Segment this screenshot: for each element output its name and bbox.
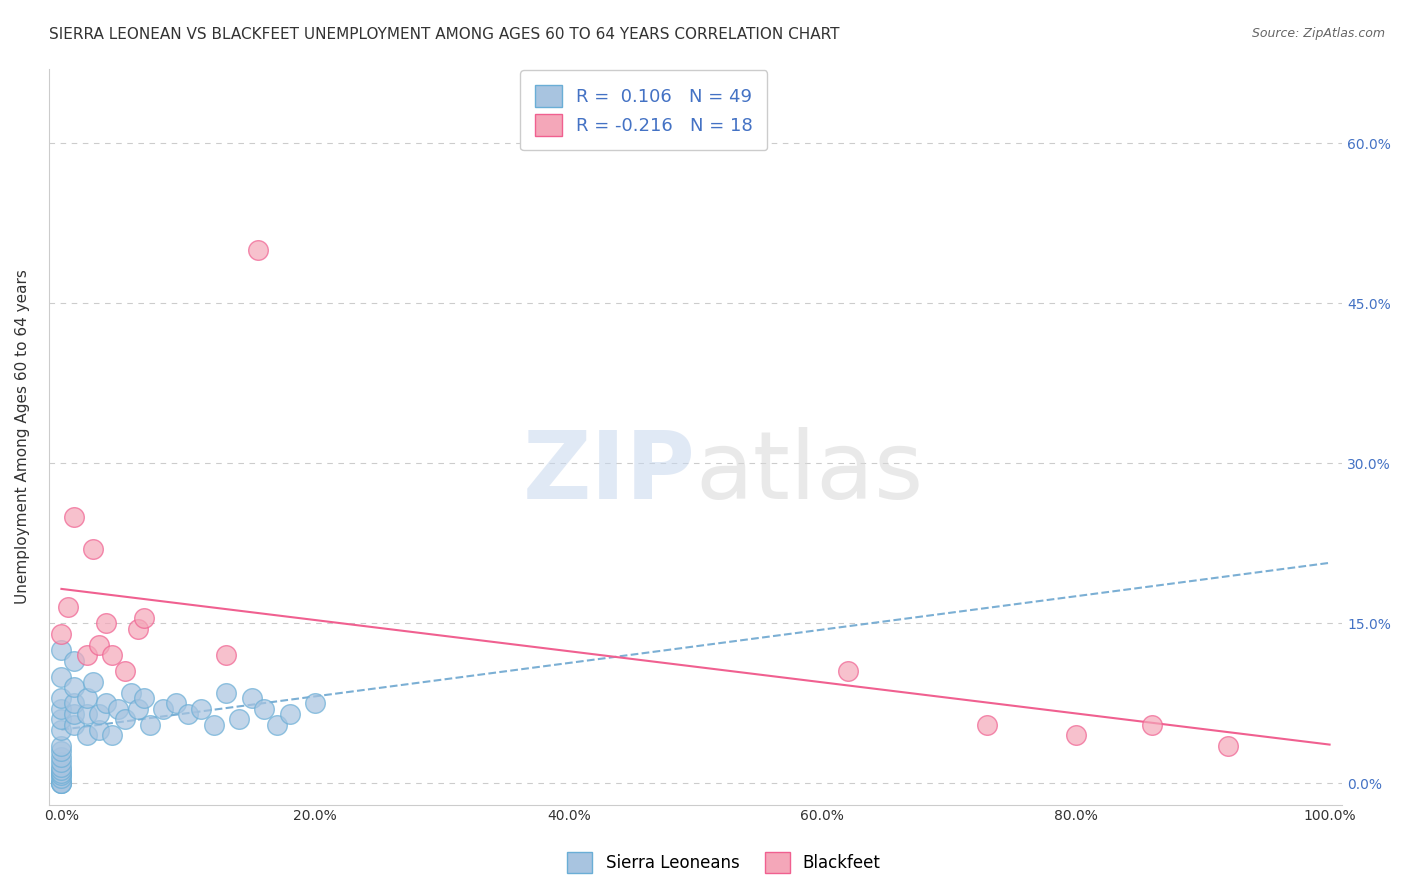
Point (51, 739, 73, 753)
Point (127, 622, 149, 636)
Point (976, 717, 998, 731)
Text: atlas: atlas (696, 427, 924, 519)
Point (94, 696, 117, 710)
Point (51, 768, 73, 782)
Legend: Sierra Leoneans, Blackfeet: Sierra Leoneans, Blackfeet (561, 846, 887, 880)
Point (51, 744, 73, 758)
Point (82, 675, 104, 690)
Point (837, 665, 859, 679)
Point (51, 776, 73, 790)
Point (76, 728, 98, 742)
Point (152, 701, 174, 715)
Text: ZIP: ZIP (523, 427, 696, 519)
Point (51, 776, 73, 790)
Point (51, 643, 73, 657)
Point (51, 712, 73, 726)
Point (114, 712, 136, 726)
Point (127, 701, 149, 715)
Point (228, 712, 250, 726)
Point (89, 723, 111, 737)
Point (51, 723, 73, 737)
Point (51, 771, 73, 785)
Legend: R =  0.106   N = 49, R = -0.216   N = 18: R = 0.106 N = 49, R = -0.216 N = 18 (520, 70, 768, 151)
Point (63, 717, 86, 731)
Point (101, 728, 124, 742)
Point (76, 690, 98, 705)
Point (132, 611, 155, 625)
Point (82, 541, 104, 556)
Point (253, 701, 276, 715)
Point (1216, 739, 1239, 753)
Point (51, 776, 73, 790)
Point (51, 670, 73, 684)
Point (177, 706, 200, 721)
Point (240, 690, 263, 705)
Point (51, 749, 73, 764)
Point (132, 690, 155, 705)
Point (51, 755, 73, 769)
Point (215, 648, 238, 663)
Point (107, 701, 129, 715)
Point (202, 717, 225, 731)
Point (63, 654, 86, 668)
Point (63, 706, 86, 721)
Point (1140, 717, 1163, 731)
Point (304, 696, 326, 710)
Point (89, 706, 111, 721)
Point (76, 706, 98, 721)
Point (278, 706, 301, 721)
Point (63, 509, 86, 524)
Point (165, 696, 187, 710)
Point (215, 685, 238, 699)
Point (51, 765, 73, 780)
Point (94, 616, 117, 631)
Point (246, 243, 269, 257)
Point (76, 648, 98, 663)
Text: Source: ZipAtlas.com: Source: ZipAtlas.com (1251, 27, 1385, 40)
Text: SIERRA LEONEAN VS BLACKFEET UNEMPLOYMENT AMONG AGES 60 TO 64 YEARS CORRELATION C: SIERRA LEONEAN VS BLACKFEET UNEMPLOYMENT… (49, 27, 839, 42)
Point (89, 638, 111, 652)
Point (101, 648, 124, 663)
Point (51, 760, 73, 774)
Point (63, 696, 86, 710)
Point (51, 627, 73, 641)
Point (51, 690, 73, 705)
Point (120, 685, 142, 699)
Point (190, 701, 212, 715)
Point (139, 717, 162, 731)
Point (114, 665, 136, 679)
Y-axis label: Unemployment Among Ages 60 to 64 years: Unemployment Among Ages 60 to 64 years (15, 269, 30, 604)
Point (1064, 728, 1087, 742)
Point (63, 680, 86, 694)
Point (51, 764, 73, 778)
Point (56, 600, 79, 615)
Point (266, 717, 288, 731)
Point (51, 701, 73, 715)
